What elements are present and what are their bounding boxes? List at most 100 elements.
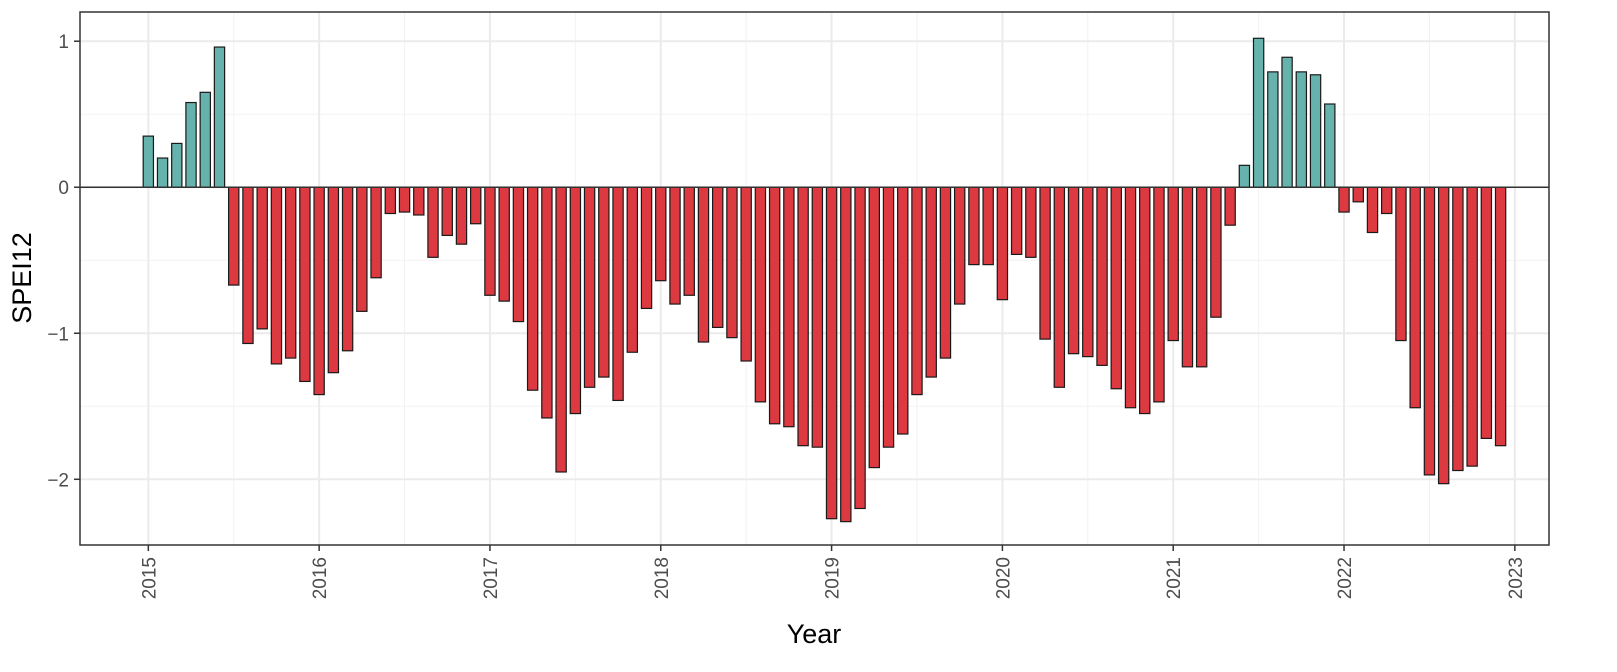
- bar-2021-03: [1195, 186, 1208, 368]
- bar-2017-03: [512, 186, 525, 323]
- bar-2015-08: [242, 186, 254, 345]
- bar-2018-07: [740, 186, 752, 362]
- bar-2020-08: [1096, 186, 1108, 366]
- bar-2021-09: [1281, 56, 1293, 188]
- bar-2018-01: [655, 186, 667, 282]
- bar-2021-01: [1167, 186, 1179, 342]
- bar-2019-10: [953, 186, 966, 305]
- bar-2016-05: [370, 186, 382, 279]
- bar-2018-03: [683, 186, 695, 296]
- x-axis: 2015 2016 2017 2018 2019 2020 2021 2022 2023: [139, 545, 1527, 599]
- bar-2020-09: [1110, 186, 1123, 390]
- bar-2020-10: [1124, 186, 1137, 409]
- bar-2016-06: [384, 186, 397, 215]
- bar-2020-07: [1082, 186, 1094, 358]
- bar-2022-12: [1494, 186, 1507, 447]
- bar-2018-04: [697, 186, 710, 343]
- bar-2022-06: [1409, 186, 1421, 409]
- bar-2017-04: [526, 186, 539, 391]
- bar-2020-06: [1067, 186, 1080, 355]
- bar-2016-07: [398, 186, 411, 213]
- bar-2019-05: [882, 186, 895, 448]
- bar-2019-12: [982, 186, 994, 266]
- bar-2015-04: [185, 101, 197, 188]
- bar-2018-05: [711, 186, 724, 329]
- y-tick-label: 1: [58, 32, 69, 53]
- bar-2022-03: [1366, 186, 1379, 234]
- y-axis: −2 −1 0 1: [47, 32, 80, 491]
- bar-2022-01: [1338, 186, 1350, 213]
- bar-2021-08: [1267, 71, 1279, 188]
- y-tick-label: 0: [58, 178, 69, 199]
- bar-2019-02: [840, 186, 852, 523]
- bar-2019-07: [911, 186, 923, 396]
- bars: [142, 37, 1507, 523]
- bar-2016-03: [341, 186, 354, 352]
- bar-2018-12: [811, 186, 824, 448]
- bar-2021-06: [1238, 164, 1251, 188]
- bar-2017-07: [569, 186, 582, 415]
- bar-2022-07: [1423, 186, 1436, 476]
- bar-2016-12: [469, 186, 482, 225]
- bar-2015-06: [213, 46, 226, 188]
- bar-2020-05: [1053, 186, 1066, 388]
- bar-2022-10: [1466, 186, 1478, 467]
- bar-2022-08: [1437, 186, 1450, 485]
- bar-2016-01: [313, 186, 325, 396]
- bar-2021-10: [1295, 71, 1308, 188]
- bar-2019-03: [854, 186, 866, 510]
- bar-2018-09: [768, 186, 781, 425]
- bar-2018-10: [783, 186, 795, 428]
- bar-2016-08: [413, 186, 425, 216]
- bar-2017-05: [541, 186, 553, 419]
- bar-2019-11: [968, 186, 980, 266]
- x-tick-label: 2017: [481, 557, 502, 599]
- y-axis-title: SPEI12: [7, 232, 37, 324]
- bar-2018-02: [669, 186, 681, 305]
- bar-2022-11: [1480, 186, 1493, 439]
- bar-2018-08: [754, 186, 767, 403]
- x-tick-label: 2020: [993, 557, 1014, 599]
- bar-2017-08: [583, 186, 596, 388]
- bar-2022-05: [1395, 186, 1407, 342]
- bar-2017-06: [555, 186, 567, 473]
- bar-2016-10: [441, 186, 453, 237]
- bar-2015-09: [256, 186, 268, 330]
- plot-border: [79, 11, 1550, 546]
- bar-2022-09: [1452, 186, 1464, 472]
- bar-2020-12: [1153, 186, 1165, 403]
- bar-2017-09: [598, 186, 610, 378]
- bar-2022-04: [1380, 186, 1393, 215]
- bar-2015-07: [228, 186, 240, 286]
- bar-2019-06: [897, 186, 909, 435]
- bar-2018-06: [726, 186, 738, 339]
- x-tick-label: 2022: [1335, 557, 1356, 599]
- bar-2015-01: [142, 135, 155, 188]
- bar-2020-11: [1139, 186, 1151, 415]
- bar-2021-12: [1324, 103, 1336, 188]
- x-tick-label: 2016: [310, 557, 331, 599]
- bar-2020-01: [996, 186, 1009, 301]
- bar-2021-04: [1210, 186, 1222, 318]
- bar-2021-07: [1252, 37, 1265, 188]
- bar-2016-09: [427, 186, 439, 258]
- bar-2019-04: [868, 186, 881, 469]
- x-tick-label: 2023: [1506, 557, 1527, 599]
- bar-2021-05: [1224, 186, 1236, 226]
- bar-2016-04: [356, 186, 368, 312]
- bar-2016-11: [455, 186, 468, 245]
- bar-2019-08: [925, 186, 937, 378]
- bar-2016-02: [327, 186, 340, 374]
- y-tick-label: −1: [47, 324, 69, 345]
- x-tick-label: 2015: [139, 557, 160, 599]
- x-tick-label: 2021: [1164, 557, 1185, 599]
- bar-2021-11: [1309, 74, 1322, 188]
- bar-2017-11: [626, 186, 639, 353]
- bar-2019-09: [939, 186, 952, 359]
- bar-2017-02: [498, 186, 510, 302]
- bar-2015-05: [199, 91, 211, 188]
- bar-2017-01: [484, 186, 496, 296]
- x-tick-label: 2018: [652, 557, 673, 599]
- y-tick-label: −2: [47, 470, 69, 491]
